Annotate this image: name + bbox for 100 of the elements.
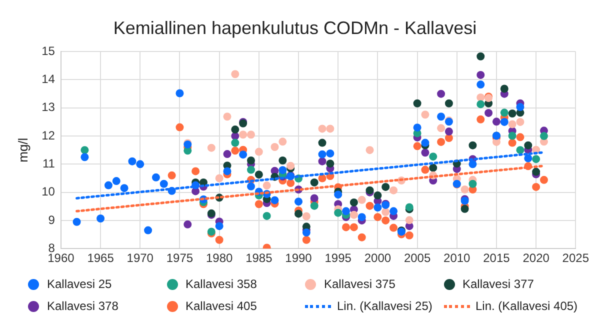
point — [184, 220, 192, 228]
point — [192, 167, 200, 176]
point — [476, 80, 485, 89]
point — [80, 146, 89, 154]
point — [176, 89, 184, 98]
point — [318, 138, 326, 147]
point — [318, 150, 326, 158]
y-tick-label: 11 — [42, 156, 56, 170]
point — [318, 157, 326, 166]
point — [468, 141, 477, 150]
point — [239, 130, 248, 139]
legend-label: Kallavesi 25 — [47, 277, 112, 291]
legend-label: Kallavesi 375 — [324, 277, 396, 291]
x-tick-label: 2005 — [404, 251, 431, 266]
point — [334, 208, 342, 217]
point — [278, 166, 287, 174]
point — [374, 213, 382, 222]
point — [492, 118, 500, 126]
point — [286, 162, 295, 170]
point — [270, 196, 279, 204]
point — [516, 133, 524, 142]
point — [374, 204, 382, 212]
point — [231, 70, 240, 78]
point — [516, 146, 524, 154]
point — [390, 224, 398, 232]
x-tick-label: 1995 — [324, 251, 352, 266]
point — [500, 84, 508, 93]
legend-label: Kallavesi 358 — [186, 277, 257, 291]
point — [532, 155, 540, 164]
point — [390, 207, 398, 216]
point — [444, 128, 453, 136]
point — [254, 148, 263, 156]
point — [476, 100, 485, 108]
point — [310, 202, 318, 210]
point — [152, 173, 160, 182]
point — [460, 186, 469, 194]
point — [476, 93, 485, 102]
y-tick-label: 13 — [42, 100, 56, 114]
point — [318, 124, 326, 133]
point — [326, 124, 334, 133]
point — [326, 149, 334, 158]
point — [516, 118, 524, 126]
y-tick-label: 9 — [48, 212, 56, 227]
point — [500, 108, 508, 117]
point — [508, 110, 516, 118]
point — [278, 138, 287, 146]
point — [278, 156, 287, 165]
y-axis-title: mg/l — [15, 138, 30, 162]
point — [405, 231, 414, 240]
point — [286, 179, 295, 188]
point — [421, 148, 430, 157]
point — [437, 90, 446, 98]
point — [215, 174, 224, 182]
point — [532, 168, 540, 176]
point — [437, 138, 446, 146]
legend-label: Kallavesi 377 — [462, 277, 534, 291]
x-tick-label: 1985 — [246, 251, 273, 266]
point — [358, 233, 366, 242]
point — [104, 181, 112, 190]
point — [246, 166, 255, 174]
x-tick-label: 2015 — [483, 251, 510, 266]
legend-label: Kallavesi 405 — [186, 299, 257, 313]
point — [223, 112, 232, 121]
point — [476, 52, 485, 60]
point — [215, 222, 224, 230]
point — [144, 226, 152, 234]
x-tick-label: 1980 — [206, 251, 233, 266]
y-tick-label: 10 — [42, 184, 56, 199]
point — [112, 177, 120, 186]
point — [120, 184, 128, 192]
x-tick-label: 1965 — [87, 251, 114, 266]
point — [350, 210, 358, 219]
point — [390, 186, 398, 194]
point — [429, 164, 438, 172]
point — [382, 182, 390, 191]
point — [500, 118, 508, 126]
point — [128, 157, 136, 166]
point — [421, 138, 430, 147]
point — [413, 99, 422, 108]
legend-label: Lin. (Kallavesi 405) — [476, 299, 578, 313]
point — [421, 110, 430, 119]
point — [342, 207, 350, 216]
point — [374, 191, 382, 200]
x-tick-label: 1975 — [166, 251, 194, 266]
point — [239, 150, 248, 159]
point — [484, 108, 493, 117]
point — [326, 160, 334, 168]
point — [350, 223, 358, 232]
point — [302, 212, 310, 220]
point — [437, 112, 446, 121]
point — [382, 208, 390, 216]
point — [358, 196, 366, 204]
point — [294, 210, 303, 218]
point — [246, 156, 255, 165]
point — [334, 190, 342, 199]
point — [524, 141, 532, 150]
point — [405, 216, 414, 224]
x-tick-label: 1970 — [126, 251, 154, 266]
point — [508, 120, 516, 128]
point — [437, 124, 446, 132]
